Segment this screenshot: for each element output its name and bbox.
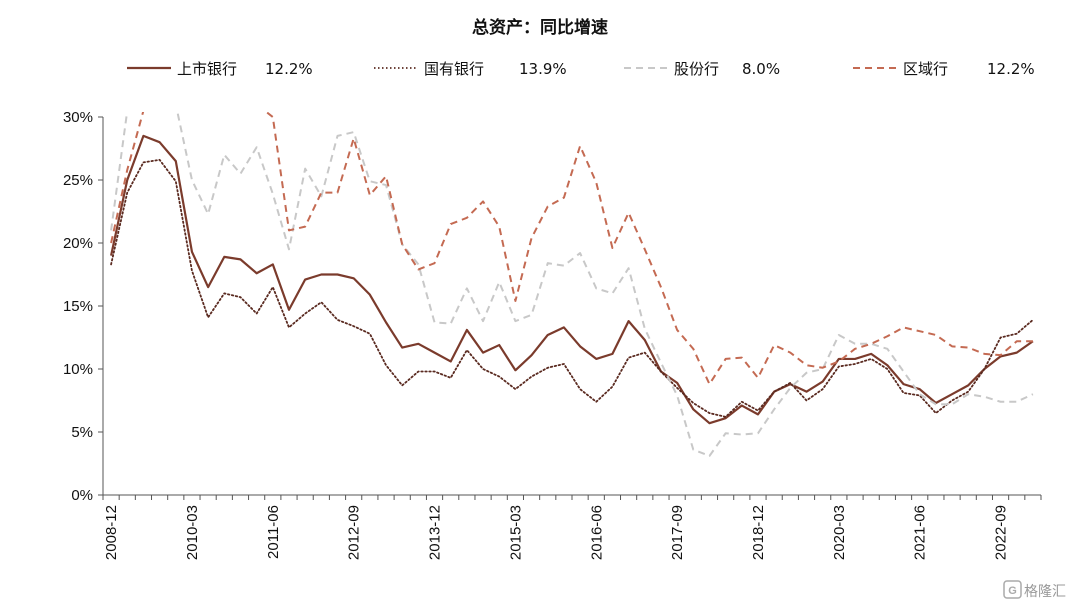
legend-label-1: 上市银行	[177, 60, 237, 78]
y-tick-label: 15%	[63, 298, 93, 315]
y-axis: 0% 5% 10% 15% 20% 25% 30%	[63, 109, 104, 504]
series-line-3	[110, 112, 1034, 457]
g-logo-icon	[1003, 580, 1022, 599]
series-layer	[110, 112, 1034, 457]
x-tick-label: 2020-03	[831, 505, 848, 560]
series-line-2	[110, 158, 1034, 418]
x-tick-label: 2017-09	[669, 505, 686, 560]
y-tick-label: 5%	[71, 424, 93, 441]
svg-text:G: G	[1008, 585, 1017, 597]
legend-value-4: 12.2%	[987, 60, 1035, 78]
x-tick-label: 2012-09	[346, 505, 363, 560]
legend-value-1: 12.2%	[265, 60, 313, 78]
x-tick-label: 2011-06	[265, 505, 282, 559]
series-line-4	[110, 112, 1033, 386]
watermark-text: 格隆汇	[1024, 584, 1066, 600]
y-tick-label: 0%	[71, 487, 93, 504]
legend-label-4: 区域行	[903, 60, 948, 78]
y-tick-label: 20%	[63, 235, 93, 252]
y-tick-label: 10%	[63, 361, 93, 378]
legend-label-2: 国有银行	[424, 60, 484, 78]
legend-value-2: 13.9%	[519, 60, 567, 78]
x-tick-label: 2010-03	[184, 505, 201, 560]
y-tick-label: 25%	[63, 172, 93, 189]
x-tick-label: 2008-12	[103, 505, 120, 560]
y-tick-label: 30%	[63, 109, 93, 126]
chart-title: 总资产：同比增速	[472, 17, 608, 38]
legend: 上市银行 12.2% 国有银行 13.9% 股份行 8.0% 区域行 12.2%	[127, 60, 1035, 78]
watermark: G 格隆汇	[1003, 580, 1066, 600]
legend-label-3: 股份行	[674, 60, 719, 78]
x-tick-label: 2016-06	[588, 505, 605, 560]
x-tick-label: 2021-06	[912, 505, 929, 560]
x-axis: 2008-12 2010-03 2011-06 2012-09 2013-12 2015-…	[102, 494, 1042, 560]
x-tick-label: 2013-12	[427, 505, 444, 560]
x-tick-label: 2018-12	[750, 505, 767, 560]
x-tick-label: 2022-09	[993, 505, 1010, 560]
series-line-1	[110, 134, 1034, 425]
x-tick-label: 2015-03	[507, 505, 524, 560]
legend-value-3: 8.0%	[742, 60, 780, 78]
